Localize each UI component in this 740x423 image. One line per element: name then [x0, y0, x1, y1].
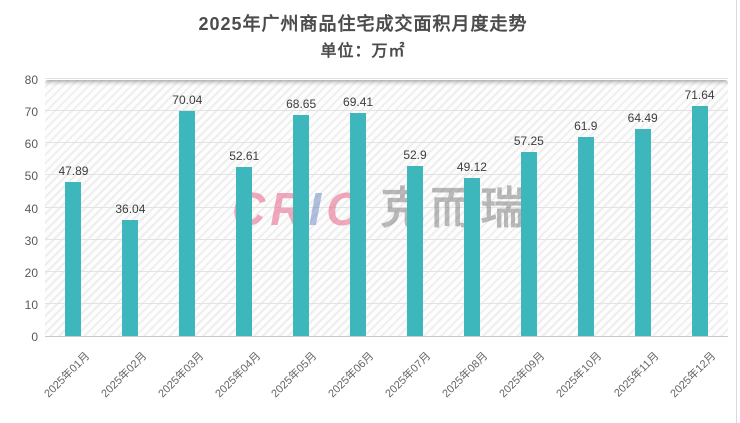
- y-tick-label: 20: [24, 265, 38, 280]
- x-tick-label: 2025年08月: [440, 350, 491, 401]
- bar-slot: 47.89: [45, 80, 102, 336]
- bar-value-label: 68.65: [286, 97, 317, 112]
- bar-value-label: 71.64: [684, 87, 715, 102]
- bar[interactable]: [634, 128, 651, 336]
- chart-title: 2025年广州商品住宅成交面积月度走势: [198, 14, 528, 34]
- bar-slot: 70.04: [159, 80, 216, 336]
- gridline: [45, 174, 728, 176]
- bar-value-label: 52.9: [403, 148, 427, 163]
- bar-value-label: 69.41: [343, 95, 374, 110]
- bar[interactable]: [520, 152, 537, 336]
- y-tick-label: 10: [24, 297, 38, 312]
- bar-slot: 52.61: [216, 80, 273, 336]
- chart-subtitle: 单位：万㎡: [320, 43, 406, 60]
- bar[interactable]: [691, 105, 708, 336]
- right-border-line: [736, 0, 737, 423]
- x-axis: 2025年01月 2025年02月 2025年03月 2025年04月 2025年05月…: [42, 339, 728, 419]
- x-tick-label: 2025年06月: [326, 350, 377, 401]
- x-tick-label: 2025年09月: [497, 350, 548, 401]
- bar-slot: 68.65: [273, 80, 330, 336]
- y-axis: 0 10 20 30 40 50 60 70 80: [0, 73, 38, 344]
- bar-value-label: 36.04: [115, 202, 146, 217]
- bar-slot: 57.25: [500, 80, 557, 336]
- gridline: [45, 270, 728, 272]
- gridline: [45, 142, 728, 144]
- bar-slot: 49.12: [443, 80, 500, 336]
- x-tick-label: 2025年03月: [155, 350, 206, 401]
- bars-row: 47.89 36.04 70.04 52.61 68.65 69.41 52.9 49.12 5…: [45, 80, 728, 336]
- bar[interactable]: [577, 137, 594, 336]
- bar-value-label: 70.04: [172, 93, 203, 107]
- bar-value-label: 47.89: [58, 164, 89, 179]
- gridline: [45, 302, 728, 304]
- bar-slot: 64.49: [614, 80, 671, 336]
- bar-slot: 61.9: [557, 80, 614, 336]
- x-tick-label: 2025年01月: [42, 350, 93, 401]
- bar[interactable]: [65, 182, 82, 336]
- y-tick-label: 50: [24, 169, 38, 184]
- bar-slot: 71.64: [671, 80, 728, 336]
- bar[interactable]: [406, 166, 423, 336]
- bar[interactable]: [122, 220, 139, 336]
- gridline: [45, 206, 728, 208]
- x-tick-label: 2025年11月: [611, 350, 662, 400]
- y-tick-label: 70: [24, 105, 38, 120]
- gridline: [45, 238, 728, 240]
- bar-value-label: 64.49: [627, 110, 658, 125]
- bar[interactable]: [179, 111, 196, 336]
- bar-slot: 69.41: [330, 80, 387, 336]
- x-tick-label: 2025年07月: [383, 350, 434, 401]
- bar[interactable]: [463, 178, 480, 336]
- x-tick-label: 2025年05月: [269, 350, 320, 401]
- y-tick-label: 0: [31, 330, 38, 344]
- y-tick-label: 40: [24, 201, 38, 216]
- bar-value-label: 49.12: [456, 160, 487, 175]
- x-tick-label: 2025年12月: [668, 350, 719, 401]
- y-tick-label: 60: [24, 137, 38, 152]
- x-tick-label: 2025年02月: [98, 350, 149, 401]
- bar[interactable]: [236, 167, 253, 336]
- bar[interactable]: [293, 115, 310, 336]
- y-tick-label: 30: [24, 233, 38, 248]
- gridline: [45, 110, 728, 112]
- plot-top-shadow: [45, 80, 728, 86]
- bar-value-label: 61.9: [574, 119, 598, 134]
- bar-value-label: 52.61: [229, 149, 260, 163]
- bar-slot: 52.9: [387, 80, 444, 336]
- bar[interactable]: [350, 113, 367, 336]
- gridline: [45, 78, 728, 79]
- bar-value-label: 57.25: [513, 134, 544, 149]
- plot-area: 47.89 36.04 70.04 52.61 68.65 69.41 52.9 49.12 5…: [45, 78, 728, 337]
- y-tick-label: 80: [24, 73, 38, 87]
- bar-slot: 36.04: [102, 80, 159, 336]
- x-tick-label: 2025年10月: [554, 350, 605, 401]
- x-tick-label: 2025年04月: [212, 350, 263, 401]
